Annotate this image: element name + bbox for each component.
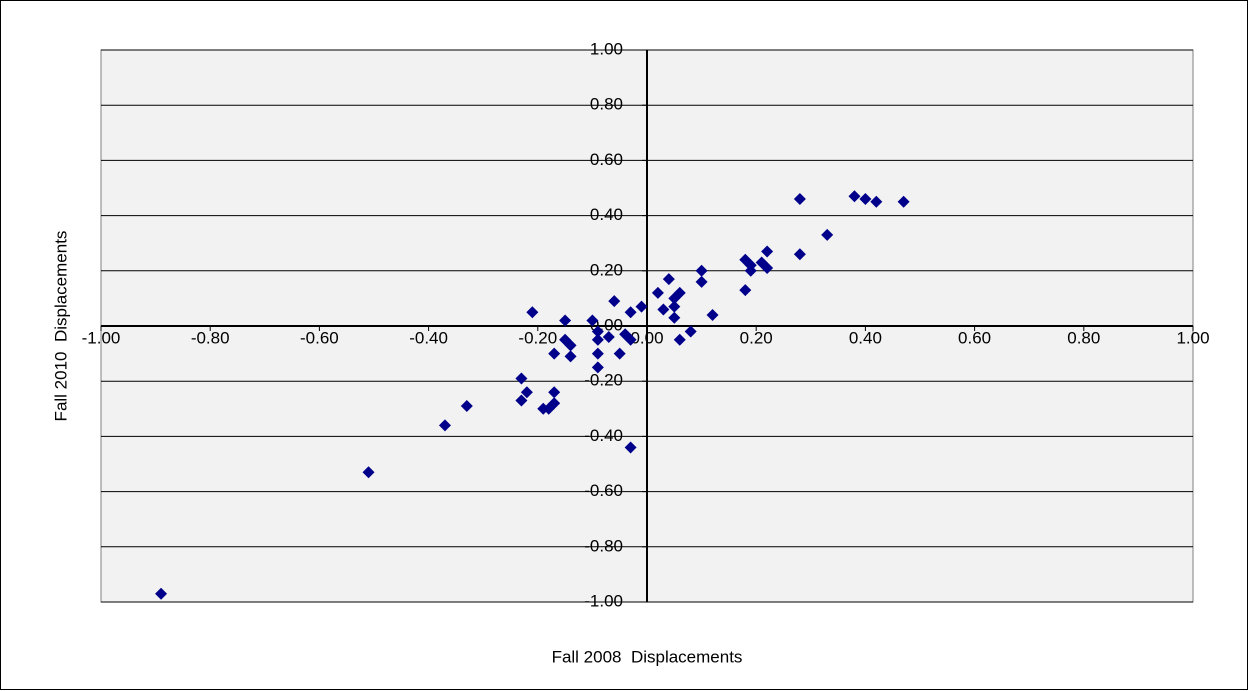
x-tick-label: 0.40 <box>849 328 882 347</box>
y-axis-label: Fall 2010 Displacements <box>51 231 70 422</box>
point <box>870 195 883 208</box>
point <box>515 394 528 407</box>
x-tick-label: -0.20 <box>518 328 557 347</box>
point <box>662 273 675 286</box>
point <box>761 245 774 258</box>
x-axis-label: Fall 2008 Displacements <box>552 647 743 666</box>
point <box>515 372 528 385</box>
point <box>624 441 637 454</box>
point <box>761 262 774 275</box>
point <box>657 303 670 316</box>
x-tick-label: -0.80 <box>191 328 230 347</box>
y-tick-label: -0.20 <box>584 371 623 390</box>
y-tick-label: -1.00 <box>584 591 623 610</box>
x-tick-label: -1.00 <box>82 328 121 347</box>
point <box>821 228 834 241</box>
point <box>613 347 626 360</box>
x-tick-label: -0.40 <box>409 328 448 347</box>
y-tick-label: 1.00 <box>590 39 623 58</box>
point <box>586 314 599 327</box>
point <box>591 347 604 360</box>
point <box>695 275 708 288</box>
point <box>668 300 681 313</box>
y-tick-label: -0.80 <box>584 536 623 555</box>
point <box>591 361 604 374</box>
point <box>362 466 375 479</box>
point <box>591 333 604 346</box>
y-tick-label: 0.60 <box>590 150 623 169</box>
point <box>744 259 757 272</box>
point <box>706 308 719 321</box>
point <box>848 190 861 203</box>
point <box>548 397 561 410</box>
point <box>695 264 708 277</box>
point <box>526 306 539 319</box>
point <box>602 331 615 344</box>
x-tick-label: 1.00 <box>1176 328 1209 347</box>
x-tick-label: 0.80 <box>1067 328 1100 347</box>
point <box>438 419 451 432</box>
point <box>608 295 621 308</box>
point <box>520 386 533 399</box>
y-tick-label: -0.40 <box>584 426 623 445</box>
x-tick-label: 0.60 <box>958 328 991 347</box>
y-tick-label: -0.60 <box>584 481 623 500</box>
point <box>897 195 910 208</box>
point <box>591 325 604 338</box>
point <box>793 193 806 206</box>
point <box>564 350 577 363</box>
point <box>564 339 577 352</box>
point <box>651 286 664 299</box>
point <box>739 284 752 297</box>
x-tick-label: 0.20 <box>740 328 773 347</box>
point <box>548 386 561 399</box>
x-tick-label: -0.60 <box>300 328 339 347</box>
y-tick-label: 0.40 <box>590 205 623 224</box>
point <box>859 193 872 206</box>
point <box>460 400 473 413</box>
point <box>624 306 637 319</box>
point <box>155 587 168 600</box>
point <box>624 333 637 346</box>
point <box>548 347 561 360</box>
y-tick-label: 0.80 <box>590 95 623 114</box>
point <box>793 248 806 261</box>
point <box>668 311 681 324</box>
point <box>635 300 648 313</box>
point <box>559 314 572 327</box>
y-tick-label: 0.20 <box>590 260 623 279</box>
point <box>673 286 686 299</box>
point <box>684 325 697 338</box>
point <box>673 333 686 346</box>
